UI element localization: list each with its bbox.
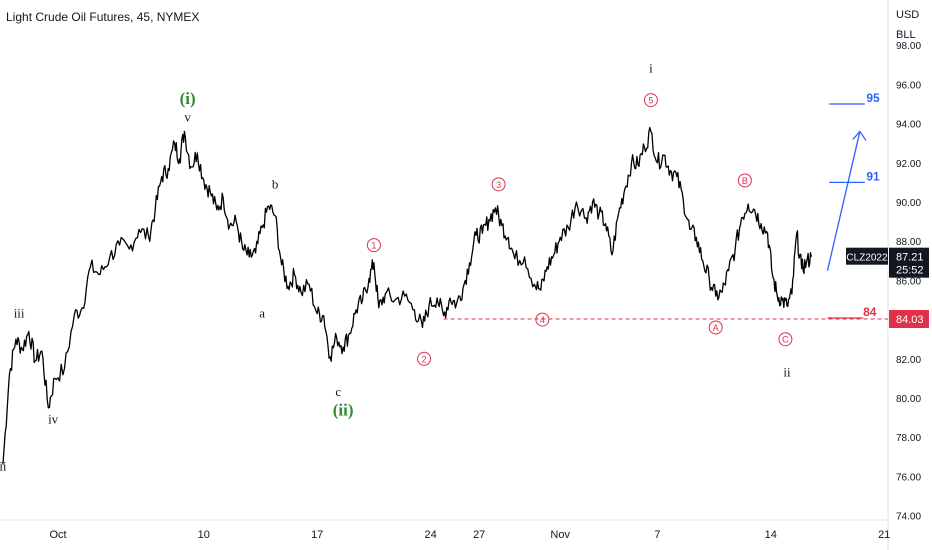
y-tick-label: 98.00	[896, 41, 921, 52]
wave-label: (i)	[180, 89, 196, 108]
x-tick-label: 24	[424, 529, 436, 541]
y-tick-label: 82.00	[896, 355, 921, 366]
wave-label: a	[259, 306, 265, 321]
y-tick-label: 96.00	[896, 80, 921, 91]
x-tick-label: Nov	[550, 529, 570, 541]
y-tick-label: 88.00	[896, 237, 921, 248]
y-tick-label: 94.00	[896, 120, 921, 131]
wave-label: ii	[0, 459, 7, 474]
wave-circle	[778, 332, 793, 347]
wave-circle	[737, 173, 752, 188]
wave-circle-label: 2	[422, 354, 427, 364]
x-tick-label: Oct	[49, 529, 66, 541]
symbol-tag	[846, 247, 888, 265]
wave-label: iv	[48, 411, 59, 426]
y-tick-label: 80.00	[896, 394, 921, 405]
wave-label: i	[649, 61, 653, 76]
wave-circle-label: B	[742, 176, 748, 186]
wave-circle	[366, 238, 381, 253]
wave-circle	[535, 312, 550, 327]
support-level-label: 84	[863, 305, 877, 319]
price-tag-countdown: 25:52	[896, 265, 924, 277]
symbol-tag-label: CLZ2022	[846, 253, 888, 264]
price-series	[2, 126, 812, 465]
wave-label: v	[184, 110, 191, 125]
wave-circle-label: 1	[371, 241, 376, 251]
y-tick-label: 92.00	[896, 159, 921, 170]
chart-title: Light Crude Oil Futures, 45, NYMEX	[6, 10, 200, 24]
level-price-tag	[889, 310, 929, 329]
wave-circle-label: 4	[540, 315, 545, 325]
y-tick-label: 78.00	[896, 433, 921, 444]
wave-circle	[417, 351, 432, 366]
x-tick-label: 10	[198, 529, 210, 541]
x-tick-label: 21	[878, 529, 890, 541]
wave-label: c	[335, 384, 341, 399]
wave-label: (ii)	[333, 401, 354, 420]
wave-circle-label: A	[713, 323, 719, 333]
target-level-label: 95	[866, 91, 880, 105]
currency-label: USD	[896, 9, 920, 21]
wave-circle-label: C	[782, 335, 789, 345]
x-tick-label: 14	[765, 529, 777, 541]
x-tick-label: 7	[654, 529, 660, 541]
wave-circle-label: 3	[496, 180, 501, 190]
wave-label: ii	[783, 364, 791, 379]
unit-label: BLL	[896, 29, 916, 41]
wave-circle-label: 5	[648, 96, 653, 106]
price-tag	[889, 247, 929, 278]
wave-label: iii	[14, 306, 25, 321]
x-tick-label: 17	[311, 529, 323, 541]
level-price-value: 84.03	[896, 314, 924, 326]
y-tick-label: 74.00	[896, 512, 921, 523]
y-tick-label: 76.00	[896, 472, 921, 483]
target-level-label: 91	[866, 169, 880, 183]
projection-arrowhead	[852, 130, 867, 141]
wave-circle	[643, 93, 658, 108]
y-tick-label: 86.00	[896, 276, 921, 287]
projection-arrow	[826, 131, 861, 271]
wave-circle	[491, 177, 506, 192]
price-tag-value: 87.21	[896, 252, 924, 264]
x-tick-label: 27	[473, 529, 485, 541]
y-tick-label: 90.00	[896, 198, 921, 209]
wave-label: b	[272, 176, 279, 191]
wave-circle	[708, 320, 723, 335]
